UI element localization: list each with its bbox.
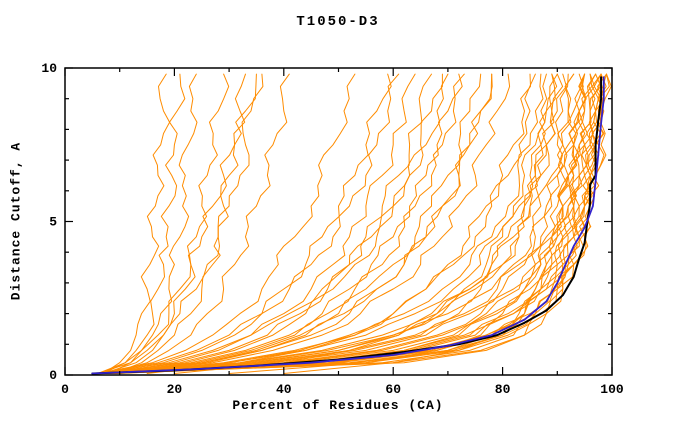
tick-label: 100 [600, 382, 624, 397]
ensemble-line [102, 73, 605, 374]
ensemble-line [97, 73, 587, 374]
tick-marks [64, 67, 613, 376]
tick-label: 80 [495, 382, 511, 397]
ensemble-line [108, 73, 416, 374]
ensemble-line [97, 73, 186, 374]
ensemble-line [97, 73, 443, 374]
ensemble-line [102, 73, 392, 374]
ensemble-line [146, 73, 531, 374]
ensemble-line [108, 73, 198, 374]
ensemble-line [113, 73, 584, 374]
tick-label: 5 [49, 215, 57, 230]
axes [64, 67, 613, 376]
ensemble-line [97, 73, 493, 374]
x-axis-label: Percent of Residues (CA) [232, 398, 444, 413]
ensemble-line [228, 73, 587, 374]
ensemble-line [102, 73, 432, 374]
ensemble-line [108, 73, 290, 374]
ensemble-line [113, 73, 246, 374]
black-model-line [91, 76, 603, 375]
ensemble-line [113, 73, 544, 374]
ensemble-line [108, 73, 536, 374]
ensemble-line [283, 73, 602, 374]
chart-title: T1050-D3 [296, 14, 380, 30]
highlight-lines [91, 76, 605, 375]
plot-border [64, 67, 613, 376]
ensemble-line [102, 73, 230, 374]
tick-label: 0 [61, 382, 69, 397]
ensemble-line [102, 73, 558, 374]
ensemble-line [113, 73, 482, 374]
ensemble-line [102, 73, 575, 374]
ensemble-line [97, 73, 449, 374]
ensemble-line [108, 73, 463, 374]
ensemble-line [102, 73, 586, 374]
ensemble-line [108, 73, 575, 374]
ensemble-line [97, 73, 607, 374]
ensemble-line [113, 73, 607, 374]
ensemble-line [108, 73, 564, 374]
ensemble-line [113, 73, 593, 374]
ensemble-lines [97, 73, 612, 374]
ensemble-line [173, 73, 556, 374]
ensemble-line [97, 73, 264, 374]
tick-label: 40 [276, 382, 292, 397]
ensemble-line [97, 73, 356, 374]
ensemble-line [102, 73, 171, 374]
tick-label: 60 [385, 382, 401, 397]
blue-model-line [91, 76, 605, 375]
tick-label: 0 [49, 368, 57, 383]
y-axis-label: Distance Cutoff, A [8, 141, 24, 301]
ensemble-line [102, 73, 602, 374]
ensemble-line [102, 73, 586, 374]
ensemble-line [102, 73, 257, 374]
ensemble-line [97, 73, 602, 374]
ensemble-line [97, 73, 400, 374]
ensemble-line [97, 73, 607, 374]
tick-labels: 0 20 40 60 80 100 0 5 10 [41, 61, 624, 397]
tick-label: 10 [41, 61, 57, 76]
ensemble-line [113, 73, 597, 374]
ensemble-line [108, 73, 511, 374]
tick-label: 20 [167, 382, 183, 397]
